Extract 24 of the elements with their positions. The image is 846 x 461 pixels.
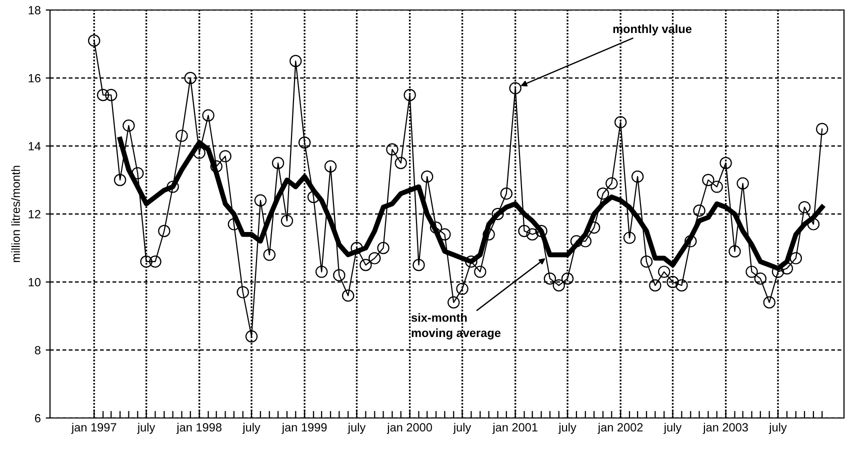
x-tick-label: july [348, 422, 366, 434]
x-tick-label: july [664, 422, 682, 434]
annotation: six-month moving average [411, 313, 501, 340]
x-tick-label: july [558, 422, 576, 434]
x-tick-label: jan 1998 [176, 422, 222, 434]
x-tick-label: jan 1997 [71, 422, 116, 434]
y-tick-label: 6 [35, 414, 40, 422]
y-tick-label: 14 [28, 142, 41, 150]
y-tick-label: 12 [28, 210, 40, 218]
x-tick-label: jan 2002 [598, 422, 643, 434]
y-tick-label: 18 [28, 6, 40, 14]
annotation: monthly value [613, 24, 692, 36]
x-tick-label: july [453, 422, 472, 434]
y-tick-label: 16 [28, 74, 40, 82]
x-tick-label: jan 2003 [702, 422, 748, 434]
x-tick-label: july [768, 422, 787, 434]
y-tick-label: 8 [34, 346, 40, 354]
x-tick-label: july [242, 422, 260, 434]
x-tick-label: jan 1999 [282, 422, 327, 434]
y-axis-title: million litres/month [11, 166, 20, 262]
y-tick-label: 10 [28, 278, 41, 286]
x-tick-label: july [137, 422, 156, 434]
x-tick-label: jan 2000 [386, 422, 432, 434]
x-tick-label: jan 2001 [492, 422, 538, 434]
